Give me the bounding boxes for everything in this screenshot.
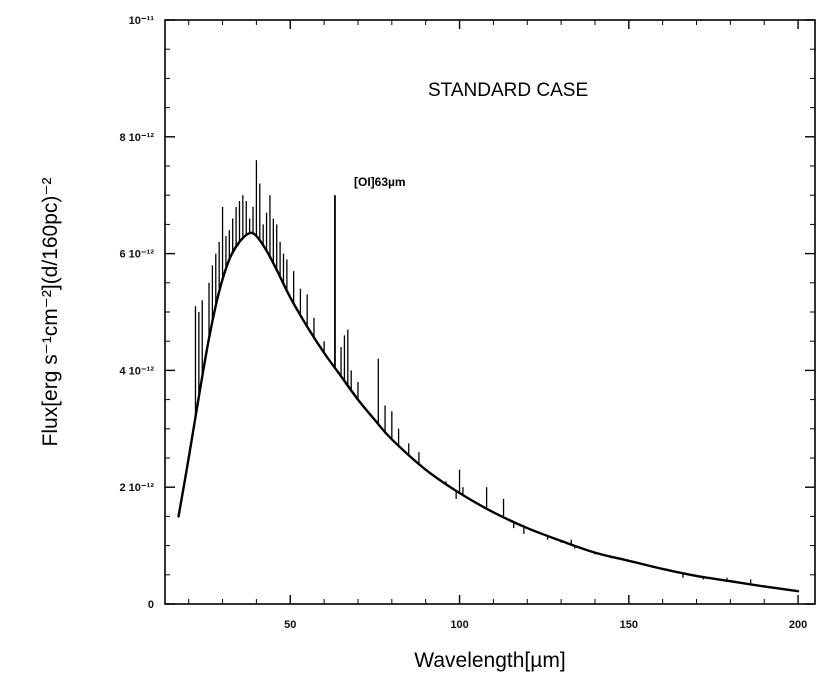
- x-tick-label: 200: [789, 619, 807, 631]
- emission-lines: [194, 160, 752, 585]
- y-tick-label: 8 10⁻¹²: [119, 132, 154, 144]
- annotation-standard-case: STANDARD CASE: [428, 80, 588, 101]
- y-tick-label: 10⁻¹¹: [129, 15, 155, 27]
- x-axis-title: Wavelength[µm]: [414, 649, 565, 672]
- y-tick-label: 4 10⁻¹²: [119, 365, 154, 377]
- plot-frame: [164, 19, 816, 605]
- y-tick-label: 6 10⁻¹²: [119, 249, 154, 261]
- x-tick-label: 100: [450, 619, 468, 631]
- y-tick-label: 0: [148, 599, 154, 611]
- x-tick-label: 50: [284, 619, 296, 631]
- annotation-oi-63um: [OI]63µm: [354, 175, 406, 189]
- y-axis-title: Flux[erg s⁻¹cm⁻²](d/160pc)⁻²: [39, 178, 62, 447]
- axis-ticks: [165, 19, 815, 605]
- y-tick-label: 2 10⁻¹²: [119, 482, 154, 494]
- x-tick-label: 150: [620, 619, 638, 631]
- axis-tick-labels: 50 100 150 200 0 2 10⁻¹² 4 10⁻¹² 6 10⁻¹² 8 10⁻¹²…: [119, 15, 807, 631]
- continuum-curve: [177, 231, 800, 593]
